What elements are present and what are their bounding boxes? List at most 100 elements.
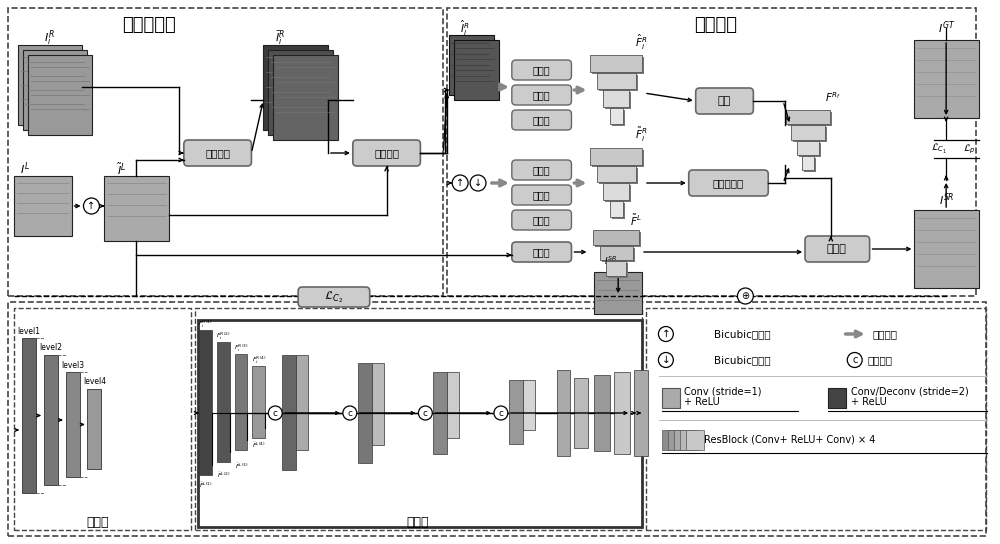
Bar: [8, 8, 443, 296]
Bar: [447, 8, 976, 296]
Bar: [804, 158, 816, 172]
Bar: [686, 430, 704, 450]
Bar: [599, 75, 638, 91]
Text: 编码器: 编码器: [533, 215, 550, 225]
Text: level4: level4: [83, 378, 106, 386]
Text: 融合: 融合: [718, 96, 731, 106]
Text: $I_i^R$: $I_i^R$: [44, 28, 55, 48]
FancyBboxPatch shape: [512, 242, 571, 262]
Text: $F_i^{R(4)}$: $F_i^{R(4)}$: [252, 354, 267, 366]
FancyBboxPatch shape: [689, 170, 768, 196]
Text: $\hat{F}_i^R$: $\hat{F}_i^R$: [635, 32, 647, 52]
Bar: [273, 55, 338, 140]
Text: $F_i^{R(2)}$: $F_i^{R(2)}$: [216, 330, 231, 342]
Text: 编码器: 编码器: [533, 65, 550, 75]
Bar: [612, 110, 625, 126]
Circle shape: [268, 406, 282, 420]
Text: 局部变换: 局部变换: [374, 148, 399, 158]
Text: $\bar{I}_i^R$: $\bar{I}_i^R$: [275, 28, 285, 47]
Bar: [597, 72, 636, 89]
Bar: [590, 148, 642, 165]
Text: ↑: ↑: [87, 201, 95, 211]
Text: c: c: [423, 409, 428, 417]
Text: 相似性计算: 相似性计算: [713, 178, 744, 188]
Text: 解码器: 解码器: [406, 516, 429, 529]
Bar: [358, 363, 372, 463]
Circle shape: [418, 406, 432, 420]
Circle shape: [343, 406, 357, 420]
Bar: [592, 57, 644, 73]
Text: level3: level3: [61, 361, 84, 369]
Text: 编码器: 编码器: [533, 190, 550, 200]
Bar: [610, 108, 623, 124]
Bar: [104, 176, 169, 241]
Bar: [372, 363, 384, 445]
FancyBboxPatch shape: [696, 88, 753, 114]
Bar: [66, 372, 80, 477]
Bar: [597, 165, 636, 182]
Text: Bicubic下采样: Bicubic下采样: [714, 355, 770, 365]
Bar: [634, 370, 648, 456]
Bar: [263, 45, 328, 130]
Text: $\tilde{F}^{L(4)}$: $\tilde{F}^{L(4)}$: [252, 441, 266, 449]
Bar: [18, 45, 82, 125]
Bar: [574, 378, 588, 448]
Text: $I^L$: $I^L$: [20, 160, 30, 177]
Bar: [282, 355, 296, 470]
Bar: [605, 92, 631, 109]
Text: ↑: ↑: [662, 329, 670, 339]
Bar: [603, 183, 629, 200]
Bar: [914, 40, 979, 118]
Text: $\tilde{I}^L$: $\tilde{I}^L$: [117, 162, 126, 177]
Text: $\tilde{F}^{L(1)}$: $\tilde{F}^{L(1)}$: [199, 480, 213, 490]
Text: ↑: ↑: [456, 178, 464, 188]
Text: 特征拼接: 特征拼接: [868, 355, 893, 365]
Bar: [454, 40, 499, 100]
Text: $\tilde{F}^{L(2)}$: $\tilde{F}^{L(2)}$: [217, 471, 231, 480]
Text: $\mathcal{L}_{C_1}$: $\mathcal{L}_{C_1}$: [931, 142, 947, 156]
Text: $I^{SR}$: $I^{SR}$: [939, 191, 955, 208]
Text: $F_i^{R(1)}$: $F_i^{R(1)}$: [198, 318, 213, 330]
FancyBboxPatch shape: [184, 140, 251, 166]
Circle shape: [470, 175, 486, 191]
Text: 参考图对齐: 参考图对齐: [122, 16, 176, 34]
Bar: [605, 185, 631, 202]
Bar: [799, 143, 821, 157]
Bar: [674, 430, 692, 450]
Text: ↓: ↓: [662, 355, 670, 365]
FancyBboxPatch shape: [512, 210, 571, 230]
Text: $\tilde{F}^{L(3)}$: $\tilde{F}^{L(3)}$: [235, 461, 248, 471]
Text: 解码器: 解码器: [827, 244, 847, 254]
FancyBboxPatch shape: [512, 160, 571, 180]
Bar: [788, 112, 832, 126]
Text: $\tilde{F}^L$: $\tilde{F}^L$: [630, 213, 642, 227]
Bar: [433, 372, 447, 454]
Bar: [593, 230, 639, 245]
Text: 全局变换: 全局变换: [205, 148, 230, 158]
Bar: [599, 168, 638, 184]
Bar: [600, 245, 633, 261]
Bar: [28, 55, 92, 135]
Bar: [14, 176, 72, 236]
Bar: [914, 210, 979, 288]
Circle shape: [658, 353, 673, 368]
Text: c: c: [852, 355, 857, 365]
Text: c: c: [273, 409, 278, 417]
Bar: [557, 370, 570, 456]
Bar: [797, 140, 819, 155]
Text: $\hat{I}_i^R$: $\hat{I}_i^R$: [460, 18, 470, 38]
Bar: [668, 430, 686, 450]
Text: Bicubic上采样: Bicubic上采样: [714, 329, 770, 339]
Text: Conv (stride=1): Conv (stride=1): [684, 387, 761, 397]
Bar: [662, 430, 680, 450]
Text: $\tilde{F}_i^R$: $\tilde{F}_i^R$: [635, 126, 647, 144]
Text: ↓: ↓: [474, 178, 482, 188]
Bar: [447, 372, 459, 438]
Text: level1: level1: [17, 326, 40, 336]
FancyBboxPatch shape: [353, 140, 420, 166]
Text: Conv/Deconv (stride=2): Conv/Deconv (stride=2): [851, 387, 968, 397]
Bar: [802, 156, 814, 170]
Text: 编码器: 编码器: [533, 165, 550, 175]
Text: ⊕: ⊕: [741, 291, 749, 301]
Bar: [195, 308, 642, 530]
